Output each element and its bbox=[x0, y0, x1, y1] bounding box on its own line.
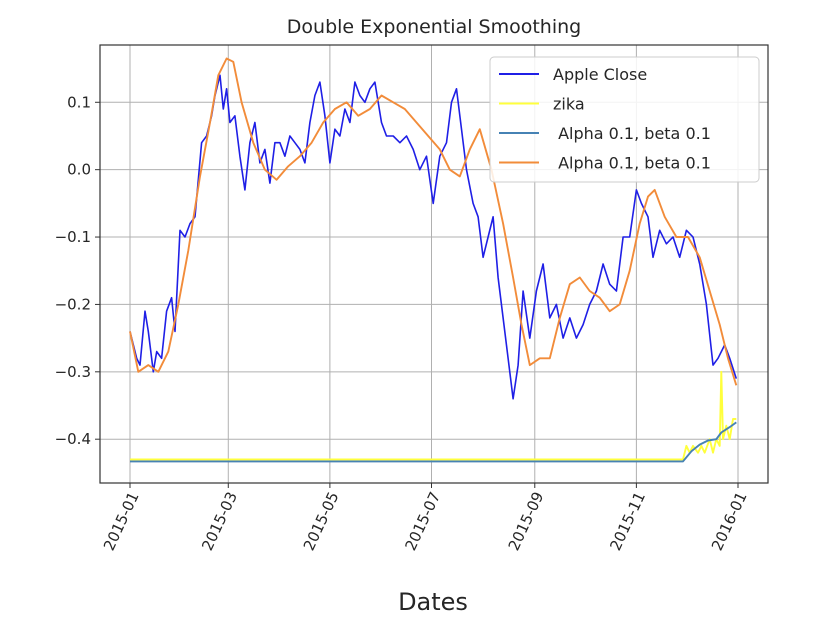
y-tick-label: −0.4 bbox=[55, 430, 91, 448]
y-tick-label: 0.1 bbox=[67, 93, 91, 111]
y-tick-label: 0.0 bbox=[67, 161, 91, 179]
series-lines bbox=[129, 57, 738, 463]
chart-title: Double Exponential Smoothing bbox=[287, 16, 581, 38]
legend-label-2: zika bbox=[553, 95, 585, 114]
legend: Apple Close zika Alpha 0.1, beta 0.1 Alph… bbox=[489, 56, 760, 183]
legend-label-4: Alpha 0.1, beta 0.1 bbox=[553, 154, 711, 173]
y-tick-label: −0.3 bbox=[55, 363, 91, 381]
series-line-4 bbox=[129, 57, 738, 386]
y-tick-label: −0.2 bbox=[55, 295, 91, 313]
legend-label-3: Alpha 0.1, beta 0.1 bbox=[553, 124, 711, 143]
y-tick-label: −0.1 bbox=[55, 228, 91, 246]
legend-box bbox=[489, 56, 760, 183]
legend-label-1: Apple Close bbox=[553, 65, 647, 84]
series-line-3 bbox=[130, 421, 737, 463]
y-axis: 0.1 0.0 −0.1 −0.2 −0.3 −0.4 bbox=[55, 93, 100, 448]
plot-frame bbox=[99, 44, 769, 484]
x-axis-label: Dates bbox=[398, 588, 468, 616]
